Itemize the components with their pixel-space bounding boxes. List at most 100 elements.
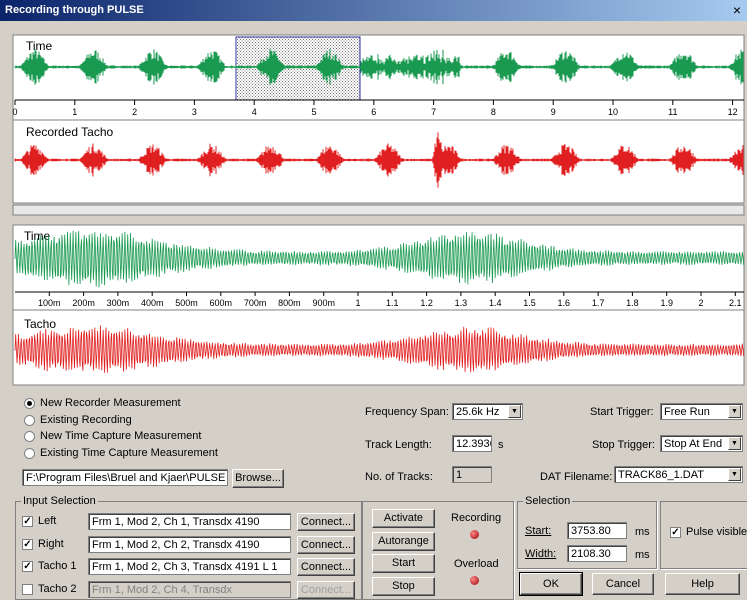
x-tick-label: 500m <box>175 298 198 308</box>
x-tick-label: 300m <box>107 298 130 308</box>
dialog-button[interactable]: OK <box>519 572 583 596</box>
dropdown-arrow: ▼ <box>728 405 741 418</box>
track-length-field[interactable]: 12.39369 <box>452 435 492 452</box>
connect-button[interactable]: Connect... <box>297 535 355 554</box>
group-title: Input Selection <box>21 495 98 507</box>
indicator-label: Overload <box>454 558 499 570</box>
value: 25.6k Hz <box>456 406 500 418</box>
scrollbar[interactable] <box>12 204 745 216</box>
path-field[interactable]: F:\Program Files\Bruel and Kjaer\PULSE <box>22 469 228 486</box>
x-tick-label: 1.3 <box>455 298 468 308</box>
control-button[interactable]: Start <box>372 554 435 573</box>
control-button[interactable]: Stop <box>372 576 435 596</box>
tracks-field: 1 <box>452 466 492 483</box>
group-title: Selection <box>523 495 573 507</box>
x-tick-label: 900m <box>312 298 335 308</box>
source-field[interactable]: Frm 1, Mod 2, Ch 3, Transdx 4191 L 1 <box>88 558 291 575</box>
x-tick-label: 2.1 <box>729 298 742 308</box>
radio-label: New Time Capture Measurement <box>40 430 202 442</box>
source-field[interactable]: Frm 1, Mod 2, Ch 2, Transdx 4190 <box>88 535 291 553</box>
x-tick-label: 800m <box>278 298 301 308</box>
x-tick-label: 2 <box>132 107 137 117</box>
x-tick-label: 0 <box>12 107 17 117</box>
x-tick-label: 8 <box>491 107 496 117</box>
x-tick-label: 1.9 <box>660 298 673 308</box>
radio-button[interactable] <box>24 431 35 442</box>
overload-led <box>470 576 479 585</box>
control-button[interactable]: Autorange <box>372 531 435 551</box>
x-tick-label: 1 <box>355 298 360 308</box>
zoom-waveform <box>14 230 745 288</box>
dropdown-arrow: ▼ <box>728 468 741 481</box>
x-tick-label: 11 <box>668 107 677 117</box>
value: Stop At End <box>664 438 723 450</box>
input-checkbox[interactable]: ✓ <box>22 561 33 572</box>
radio-label: Existing Recording <box>40 413 132 426</box>
x-tick-label: 5 <box>311 107 316 117</box>
stop-trigger-combo[interactable]: Stop At End ▼ <box>660 435 743 452</box>
pulse-checkbox[interactable]: ✓ <box>670 527 681 538</box>
x-tick-label: 100m <box>38 298 61 308</box>
input-checkbox[interactable] <box>22 583 33 595</box>
close-button[interactable]: × <box>732 2 741 18</box>
radio-button[interactable] <box>24 398 35 409</box>
x-tick-label: 1.5 <box>523 298 536 308</box>
radio-dot <box>27 401 32 406</box>
panel-label: Recorded Tacho <box>26 125 113 139</box>
x-tick-label: 1.7 <box>592 298 605 308</box>
x-tick-label: 700m <box>244 298 267 308</box>
tacho-waveform <box>14 132 744 188</box>
dropdown-arrow: ▼ <box>728 437 741 450</box>
source-field: Frm 1, Mod 2, Ch 4, Transdx <box>88 580 291 598</box>
x-tick-label: 9 <box>551 107 556 117</box>
selection-group: Selection Start: 3753.80 ms Width: 2108.… <box>517 495 657 569</box>
radio-button[interactable] <box>24 447 35 459</box>
input-name: Right <box>38 537 64 550</box>
dialog-button[interactable]: Help <box>665 573 740 595</box>
radio-label: New Recorder Measurement <box>40 397 181 409</box>
label: Width: <box>525 548 557 560</box>
control-button[interactable]: Activate <box>372 509 435 528</box>
x-tick-label: 1 <box>72 107 77 117</box>
value: Free Run <box>664 406 710 418</box>
dialog-button[interactable]: Cancel <box>592 573 654 595</box>
x-tick-label: 2 <box>698 298 703 308</box>
value: TRACK86_1.DAT <box>618 469 704 481</box>
x-tick-label: 600m <box>210 298 233 308</box>
radio-button[interactable] <box>24 414 35 426</box>
overview-waveform <box>14 49 744 85</box>
source-field[interactable]: Frm 1, Mod 2, Ch 1, Transdx 4190 <box>88 513 291 530</box>
connect-button: Connect... <box>297 580 355 599</box>
connect-button[interactable]: Connect... <box>297 513 355 531</box>
x-tick-label: 3 <box>192 107 197 117</box>
unit: s <box>498 439 504 451</box>
unit: ms <box>635 526 650 538</box>
x-tick-label: 1.2 <box>420 298 433 308</box>
input-name: Tacho 1 <box>38 560 77 572</box>
input-name: Tacho 2 <box>38 582 77 595</box>
window-title: Recording through PULSE <box>5 4 144 16</box>
start-trigger-combo[interactable]: Free Run ▼ <box>660 403 743 420</box>
connect-button[interactable]: Connect... <box>297 558 355 576</box>
x-tick-label: 7 <box>431 107 436 117</box>
start-field[interactable]: 3753.80 <box>567 522 627 539</box>
width-field[interactable]: 2108.30 <box>567 545 627 562</box>
x-tick-label: 1.8 <box>626 298 639 308</box>
panel-label: Tacho <box>24 317 56 331</box>
input-checkbox[interactable]: ✓ <box>22 538 33 550</box>
zoom-tacho-waveform <box>14 325 745 373</box>
label: Start Trigger: <box>590 406 654 418</box>
panel-label: Time <box>26 39 53 53</box>
browse-button[interactable]: Browse... <box>232 469 284 488</box>
input-checkbox[interactable]: ✓ <box>22 516 33 527</box>
checkbox-label: Pulse visible <box>686 526 747 538</box>
dat-filename-combo[interactable]: TRACK86_1.DAT ▼ <box>614 466 743 483</box>
label: Track Length: <box>365 439 432 451</box>
label: Stop Trigger: <box>592 439 655 451</box>
control-group: Activate Autorange Start Stop Recording Ove… <box>362 501 514 600</box>
x-tick-label: 6 <box>371 107 376 117</box>
frequency-span-combo[interactable]: 25.6k Hz ▼ <box>452 403 523 420</box>
title-bar: Recording through PULSE × <box>0 0 747 21</box>
label: DAT Filename: <box>540 471 613 483</box>
